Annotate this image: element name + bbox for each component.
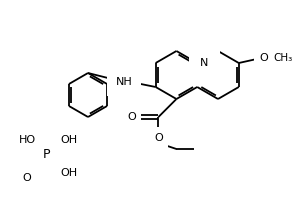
- Text: P: P: [43, 149, 51, 162]
- Text: N: N: [200, 58, 208, 68]
- Text: O: O: [23, 173, 32, 183]
- Text: NH: NH: [115, 77, 132, 87]
- Text: HO: HO: [18, 135, 35, 145]
- Text: OH: OH: [60, 135, 78, 145]
- Text: OH: OH: [60, 168, 78, 178]
- Text: O: O: [127, 112, 136, 122]
- Text: CH₃: CH₃: [274, 53, 293, 63]
- Text: O: O: [260, 53, 268, 63]
- Text: O: O: [154, 133, 163, 143]
